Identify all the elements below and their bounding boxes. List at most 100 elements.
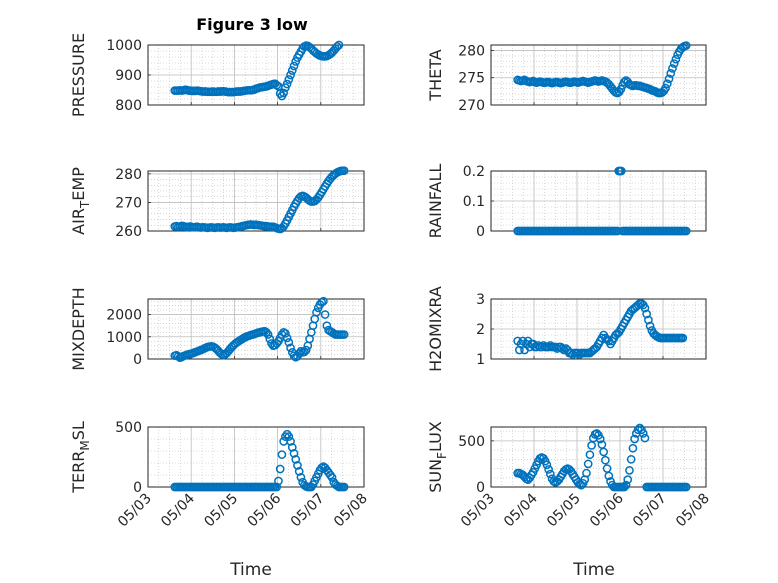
data-point [616,166,626,176]
data-point [604,471,614,481]
subplot-1: 270 275 280 THETA [426,41,707,114]
y-tick-label: 0.1 [463,194,485,210]
y-axis-label-part: SL [69,421,88,440]
data-point [599,447,609,457]
subplot-4: 0 1000 2000 MIXDEPTH [69,287,365,371]
data-point [287,443,297,452]
series-markers [513,423,691,492]
data-point [277,450,287,459]
y-tick-label: 900 [115,68,142,84]
data-point [662,79,672,89]
series-markers [513,166,691,236]
data-point [291,455,301,464]
data-point [327,473,337,482]
data-point [334,40,344,50]
x-tick-label: 05/06 [587,490,627,530]
y-tick-label: 2000 [106,308,142,324]
data-point [544,465,553,474]
y-tick-label: 0.2 [463,164,485,180]
data-point [289,61,299,71]
data-point [640,433,650,443]
data-point [289,351,299,361]
data-point [301,345,311,355]
data-point [678,333,688,343]
y-axis-label-part: EMP [69,167,88,201]
data-point [284,432,294,441]
data-point [595,434,605,444]
axes-box [147,44,365,106]
data-point [263,330,273,339]
data-point [286,343,295,353]
series-markers [513,299,688,359]
y-tick-label: 800 [115,98,142,114]
y-tick-label: 275 [458,71,485,87]
data-point [582,468,591,478]
data-point [289,449,299,458]
axes-box [490,298,707,360]
series-markers [170,296,349,363]
data-point [339,330,349,339]
data-point [339,482,349,492]
series-markers [170,40,344,101]
y-tick-label: 500 [115,420,142,436]
y-tick-label: 280 [458,43,485,59]
data-point [287,66,297,75]
data-point [339,166,349,176]
y-tick-label: 1000 [106,330,142,346]
data-point [619,77,629,87]
data-point [681,41,691,50]
data-point [666,69,676,78]
data-point [293,461,302,470]
data-point [621,480,631,490]
y-axis-label: TERRMSL [69,421,92,494]
y-axis-label-part: TERR [69,451,88,494]
data-point [265,334,275,344]
data-point [284,337,294,347]
data-point [286,437,295,446]
x-tick-label: 05/04 [501,490,541,530]
data-point [281,329,290,338]
y-axis-label-part: LUX [426,421,445,452]
data-point [294,467,304,476]
y-tick-label: 2 [476,322,485,338]
data-point [640,303,650,313]
data-point [286,70,295,80]
subplot-2: 260 270 280 AIRTEMP [69,166,365,240]
y-tick-label: 0 [133,480,142,496]
x-tick-label: 05/04 [158,490,198,530]
data-point [274,476,283,486]
y-tick-label: 0 [476,480,485,496]
data-point [625,466,634,475]
data-point [282,333,292,343]
data-point [279,88,288,98]
data-point [601,455,610,465]
x-axis-label-left: Time [229,560,272,580]
data-point [644,315,653,325]
data-point [583,459,593,469]
subplot-0: 800 900 1000 PRESSURE [69,33,365,117]
y-axis-label: AIRTEMP [69,167,92,235]
data-point [319,296,328,306]
y-tick-label: 500 [458,434,485,450]
y-axis-label-part: SUN [426,459,445,493]
data-point [515,345,524,355]
x-axis-label-right: Time [572,560,615,580]
data-point [619,482,629,492]
data-point [317,463,327,473]
y-axis-label: H2OMIXRA [426,286,445,372]
y-axis-label-subscript: M [78,440,92,450]
data-point [669,59,679,68]
y-tick-label: 0 [133,352,142,368]
y-tick-label: 270 [458,98,485,114]
x-tick-label: 05/06 [245,490,285,530]
axes-box [147,170,365,232]
data-point [282,79,292,89]
data-point [681,226,691,236]
x-tick-label: 05/08 [331,491,371,531]
y-tick-label: 280 [115,167,142,183]
data-point [542,460,552,470]
x-tick-label: 05/03 [115,491,155,531]
y-axis-label: SUNFLUX [426,421,449,493]
y-tick-label: 270 [115,195,142,211]
